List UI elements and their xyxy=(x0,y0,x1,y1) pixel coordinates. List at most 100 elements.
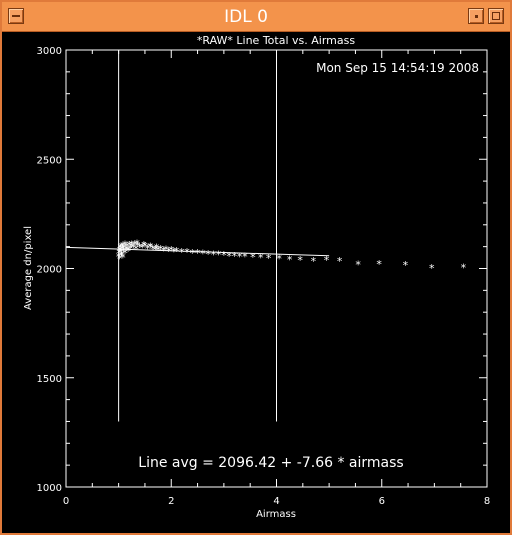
x-tick-label: 8 xyxy=(484,496,490,507)
y-tick-label: 2500 xyxy=(37,155,62,166)
data-point: * xyxy=(125,244,131,257)
data-point: * xyxy=(119,249,125,262)
data-point: * xyxy=(120,240,126,253)
window-menu-icon[interactable] xyxy=(8,8,24,24)
data-point: * xyxy=(221,249,227,262)
x-axis-label: Airmass xyxy=(256,509,296,520)
y-tick-label: 2000 xyxy=(37,265,62,276)
data-point: * xyxy=(232,250,238,263)
data-point: * xyxy=(119,241,125,254)
data-point: * xyxy=(121,245,127,258)
data-point: * xyxy=(117,253,123,266)
data-point: * xyxy=(145,242,151,255)
y-axis-label: Average dn/pixel xyxy=(23,226,34,310)
data-point: * xyxy=(184,246,190,259)
data-point: * xyxy=(116,247,122,260)
data-point: * xyxy=(311,255,317,268)
data-point: * xyxy=(154,242,160,255)
data-point: * xyxy=(161,245,167,258)
maximize-icon[interactable] xyxy=(488,8,504,24)
data-point: * xyxy=(174,245,180,258)
fit-line xyxy=(65,246,330,257)
timestamp-label: Mon Sep 15 14:54:19 2008 xyxy=(316,61,479,75)
data-point: * xyxy=(166,245,172,258)
data-point: * xyxy=(117,242,123,255)
data-point: * xyxy=(134,237,140,250)
x-tick-label: 0 xyxy=(63,496,69,507)
data-point: * xyxy=(216,249,222,262)
data-point: * xyxy=(127,242,133,255)
data-point: * xyxy=(324,254,330,267)
data-point: * xyxy=(122,247,128,260)
data-point: * xyxy=(158,243,164,256)
data-point: * xyxy=(297,254,303,267)
data-point: * xyxy=(200,248,206,261)
data-point: * xyxy=(287,253,293,266)
data-point: * xyxy=(147,241,153,254)
data-point: * xyxy=(461,261,467,274)
fit-equation-label: Line avg = 2096.42 + -7.66 * airmass xyxy=(138,455,403,471)
data-point: * xyxy=(120,252,126,265)
chart-title: *RAW* Line Total vs. Airmass xyxy=(197,34,355,47)
data-point: * xyxy=(163,244,169,257)
data-point: * xyxy=(190,247,196,260)
data-point: * xyxy=(141,239,147,252)
data-point: * xyxy=(205,248,211,261)
data-point: * xyxy=(117,244,123,257)
data-point: * xyxy=(226,250,232,263)
data-point: * xyxy=(169,244,175,257)
y-tick-label: 1500 xyxy=(37,374,62,385)
data-point: * xyxy=(153,243,159,256)
data-point: * xyxy=(119,248,125,261)
data-point: * xyxy=(123,243,129,256)
data-point: * xyxy=(250,251,256,264)
data-point: * xyxy=(116,250,122,263)
data-point: * xyxy=(195,247,201,260)
data-point: * xyxy=(237,250,243,263)
y-tick-label: 3000 xyxy=(37,46,62,57)
data-point: * xyxy=(129,238,135,251)
data-point: * xyxy=(133,243,139,256)
data-point: * xyxy=(155,244,161,257)
data-point: * xyxy=(121,242,127,255)
data-point: * xyxy=(376,258,382,271)
data-point: * xyxy=(429,262,435,275)
data-point: * xyxy=(129,241,135,254)
data-point: * xyxy=(150,243,156,256)
title-bar[interactable]: IDL 0 xyxy=(2,2,510,32)
data-point: * xyxy=(258,252,264,265)
data-point: * xyxy=(355,259,361,272)
data-point: * xyxy=(337,255,343,268)
window-title: IDL 0 xyxy=(224,7,268,27)
data-point: * xyxy=(147,241,153,254)
data-point: * xyxy=(132,238,138,251)
data-point: * xyxy=(126,239,132,252)
data-point: * xyxy=(142,240,148,253)
x-tick-label: 6 xyxy=(379,496,385,507)
data-point: * xyxy=(211,249,217,262)
data-point: * xyxy=(266,252,272,265)
data-point: * xyxy=(124,241,130,254)
vertical-markers xyxy=(118,50,277,422)
data-point: * xyxy=(403,259,409,272)
data-point: * xyxy=(122,238,128,251)
data-point: * xyxy=(179,246,185,259)
axis-labels: *RAW* Line Total vs. Airmass Mon Sep 15 … xyxy=(23,34,479,520)
data-point: * xyxy=(171,245,177,258)
axis-ticks: 0 2 4 6 8 1000 1500 2000 2500 3000 xyxy=(37,46,491,507)
minimize-icon[interactable] xyxy=(468,8,484,24)
data-point: * xyxy=(118,245,124,258)
data-point: * xyxy=(131,242,137,255)
y-tick-label: 1000 xyxy=(37,483,62,494)
x-tick-label: 2 xyxy=(168,496,174,507)
fit-line-group xyxy=(65,246,330,257)
data-points: ************************************* * * *… xyxy=(116,237,467,275)
x-tick-label: 4 xyxy=(273,496,279,507)
data-point: * xyxy=(242,251,248,264)
data-point: * xyxy=(120,243,126,256)
data-point: * xyxy=(137,241,143,254)
data-point: * xyxy=(125,245,131,258)
data-point: * xyxy=(140,242,146,255)
data-point: * xyxy=(276,253,282,266)
